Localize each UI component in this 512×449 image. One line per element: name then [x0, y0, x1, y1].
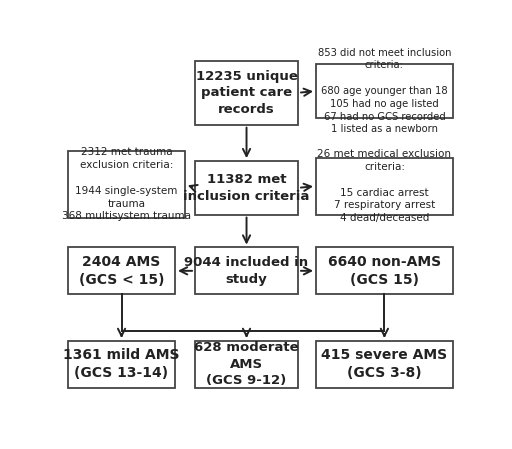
- FancyBboxPatch shape: [195, 61, 298, 125]
- FancyBboxPatch shape: [68, 341, 175, 387]
- FancyBboxPatch shape: [68, 151, 185, 218]
- FancyBboxPatch shape: [68, 247, 175, 294]
- Text: 12235 unique
patient care
records: 12235 unique patient care records: [196, 70, 297, 116]
- Text: 2312 met trauma
exclusion criteria:

1944 single-system
trauma
368 multisystem t: 2312 met trauma exclusion criteria: 1944…: [62, 147, 191, 221]
- FancyBboxPatch shape: [316, 341, 453, 387]
- FancyBboxPatch shape: [316, 247, 453, 294]
- Text: 1361 mild AMS
(GCS 13-14): 1361 mild AMS (GCS 13-14): [63, 348, 180, 380]
- FancyBboxPatch shape: [195, 341, 298, 387]
- Text: 11382 met
inclusion criteria: 11382 met inclusion criteria: [183, 173, 310, 202]
- Text: 9044 included in
study: 9044 included in study: [184, 256, 309, 286]
- FancyBboxPatch shape: [316, 64, 453, 118]
- FancyBboxPatch shape: [195, 247, 298, 294]
- FancyBboxPatch shape: [195, 161, 298, 215]
- Text: 628 moderate
AMS
(GCS 9-12): 628 moderate AMS (GCS 9-12): [194, 341, 299, 387]
- FancyBboxPatch shape: [316, 158, 453, 215]
- Text: 415 severe AMS
(GCS 3-8): 415 severe AMS (GCS 3-8): [322, 348, 447, 380]
- Text: 6640 non-AMS
(GCS 15): 6640 non-AMS (GCS 15): [328, 255, 441, 287]
- Text: 26 met medical exclusion
criteria:

15 cardiac arrest
7 respiratory arrest
4 dea: 26 met medical exclusion criteria: 15 ca…: [317, 149, 452, 223]
- Text: 2404 AMS
(GCS < 15): 2404 AMS (GCS < 15): [79, 255, 164, 287]
- Text: 853 did not meet inclusion
criteria:

680 age younger than 18
105 had no age lis: 853 did not meet inclusion criteria: 680…: [317, 48, 451, 134]
